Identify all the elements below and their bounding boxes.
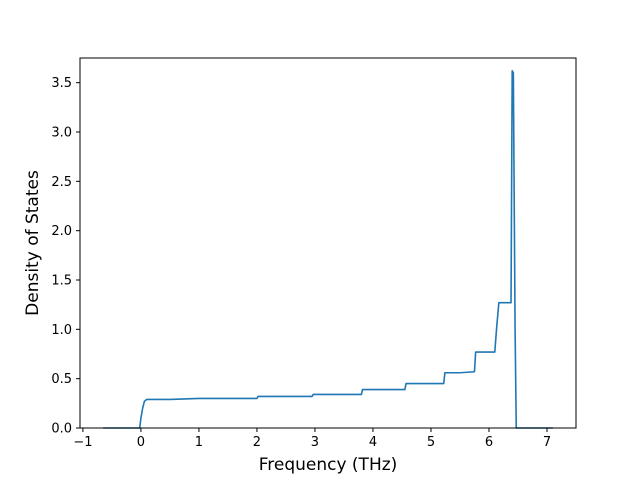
y-tick-label: 2.5 <box>51 175 72 190</box>
y-axis: 0.0 0.5 1.0 1.5 2.0 2.5 3.0 3.5 <box>51 76 80 437</box>
x-tick-label: −1 <box>73 435 92 450</box>
x-tick-label: 1 <box>195 435 203 450</box>
plot-frame <box>79 57 577 429</box>
x-axis: −1 0 1 2 3 4 5 6 7 <box>73 428 551 450</box>
y-tick-label: 3.0 <box>51 126 72 141</box>
dos-series-line-0 <box>103 70 553 429</box>
x-tick-label: 7 <box>543 435 551 450</box>
y-tick-label: 3.5 <box>51 76 72 91</box>
x-tick-label: 4 <box>369 435 377 450</box>
y-tick-label: 0.5 <box>51 372 72 387</box>
y-tick-label: 2.0 <box>51 224 72 239</box>
x-axis-label: Frequency (THz) <box>259 455 398 475</box>
x-tick-label: 6 <box>485 435 493 450</box>
y-tick-label: 1.5 <box>51 274 72 289</box>
y-tick-label: 0.0 <box>51 422 72 437</box>
x-tick-label: 0 <box>137 435 145 450</box>
x-tick-label: 5 <box>427 435 435 450</box>
x-tick-label: 3 <box>311 435 319 450</box>
y-tick-label: 1.0 <box>51 323 72 338</box>
x-tick-label: 2 <box>253 435 261 450</box>
y-axis-label: Density of States <box>23 170 43 316</box>
